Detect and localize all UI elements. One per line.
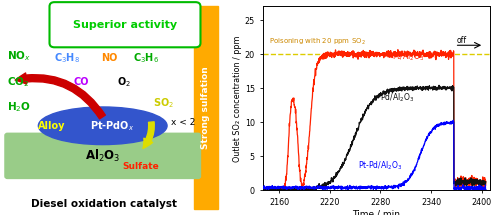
- Text: Pt/Al$_2$O$_3$: Pt/Al$_2$O$_3$: [392, 51, 424, 63]
- Text: Strong sulfation: Strong sulfation: [202, 66, 210, 149]
- Text: Sulfate: Sulfate: [122, 162, 160, 171]
- Y-axis label: Outlet SO₂ concentration / ppm: Outlet SO₂ concentration / ppm: [233, 35, 242, 162]
- Text: O$_2$: O$_2$: [117, 75, 130, 89]
- Text: NO$_x$: NO$_x$: [8, 49, 32, 63]
- Text: x < 2: x < 2: [171, 118, 196, 127]
- Text: Pt-PdO$_x$: Pt-PdO$_x$: [90, 119, 135, 133]
- Text: Al$_2$O$_3$: Al$_2$O$_3$: [85, 148, 120, 164]
- Ellipse shape: [38, 107, 167, 145]
- Text: Alloy: Alloy: [38, 121, 66, 131]
- Text: CO$_2$: CO$_2$: [8, 75, 30, 89]
- FancyArrowPatch shape: [15, 73, 106, 119]
- Text: C$_3$H$_6$: C$_3$H$_6$: [133, 51, 159, 65]
- Text: Pt-Pd/Al$_2$O$_3$: Pt-Pd/Al$_2$O$_3$: [358, 160, 402, 172]
- FancyArrowPatch shape: [143, 122, 154, 148]
- Text: Diesel oxidation catalyst: Diesel oxidation catalyst: [31, 199, 177, 209]
- Text: Poisoning with 20 ppm SO$_2$: Poisoning with 20 ppm SO$_2$: [269, 37, 366, 47]
- X-axis label: Time / min: Time / min: [352, 210, 400, 215]
- Text: SO$_2$: SO$_2$: [153, 96, 174, 110]
- Text: CO: CO: [74, 77, 90, 87]
- FancyBboxPatch shape: [50, 2, 201, 47]
- FancyBboxPatch shape: [5, 133, 200, 178]
- Text: off: off: [456, 36, 466, 45]
- Polygon shape: [194, 6, 218, 209]
- Text: C$_3$H$_8$: C$_3$H$_8$: [54, 51, 80, 65]
- Text: Pd/Al$_2$O$_3$: Pd/Al$_2$O$_3$: [380, 91, 414, 104]
- Text: Superior activity: Superior activity: [73, 20, 177, 30]
- Text: NO: NO: [100, 53, 117, 63]
- Text: H$_2$O: H$_2$O: [8, 101, 32, 114]
